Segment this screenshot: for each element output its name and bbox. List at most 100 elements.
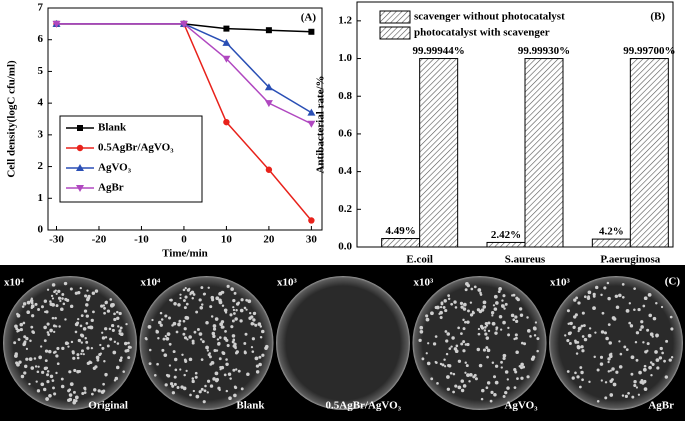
colony xyxy=(439,305,443,309)
point xyxy=(265,27,272,34)
colony xyxy=(447,294,451,297)
colony xyxy=(575,352,579,355)
y-tick-label: 2 xyxy=(38,160,44,172)
colony xyxy=(610,352,613,355)
colony xyxy=(258,362,262,367)
plate-name: AgBr xyxy=(648,400,674,412)
colony xyxy=(227,372,232,376)
colony xyxy=(520,341,524,345)
colony xyxy=(185,369,188,373)
colony xyxy=(198,298,202,302)
colony xyxy=(69,304,74,309)
colony xyxy=(507,333,511,337)
colony xyxy=(627,391,630,395)
colony xyxy=(446,387,451,391)
colony xyxy=(44,349,49,353)
colony xyxy=(604,396,608,400)
colony xyxy=(580,324,584,328)
colony xyxy=(520,376,524,380)
colony xyxy=(111,323,115,328)
colony xyxy=(144,337,148,340)
colony xyxy=(460,388,465,393)
y-tick-label: 5 xyxy=(38,65,44,77)
colony xyxy=(500,366,503,369)
colony xyxy=(48,349,52,354)
colony xyxy=(83,327,87,330)
colony xyxy=(183,373,186,377)
colony xyxy=(432,342,437,346)
colony xyxy=(587,290,592,295)
colony xyxy=(438,312,441,315)
colony xyxy=(217,386,221,390)
colony xyxy=(210,360,215,365)
colony xyxy=(177,303,181,307)
colony xyxy=(31,330,35,334)
plot-frame xyxy=(47,7,323,231)
colony xyxy=(77,317,80,321)
colony xyxy=(639,380,643,384)
colony xyxy=(218,298,222,303)
colony xyxy=(457,326,460,330)
colony xyxy=(573,298,577,302)
colony xyxy=(473,373,477,377)
colony xyxy=(452,390,455,394)
colony xyxy=(251,350,255,353)
colony xyxy=(237,369,241,373)
colony xyxy=(55,325,58,328)
plate xyxy=(549,276,683,410)
colony xyxy=(656,366,660,370)
colony xyxy=(234,386,238,390)
colony xyxy=(22,342,26,347)
colony xyxy=(231,334,236,338)
y-tick-label: 1.0 xyxy=(338,52,352,64)
colony xyxy=(618,340,621,343)
colony xyxy=(452,372,456,376)
colony xyxy=(96,358,100,362)
colony xyxy=(467,309,470,313)
colony xyxy=(624,394,628,398)
colony xyxy=(477,288,482,292)
legend-marker xyxy=(76,164,84,171)
colony xyxy=(37,365,40,368)
point xyxy=(179,20,188,28)
colony xyxy=(481,388,485,393)
colony xyxy=(495,326,499,330)
colony xyxy=(515,336,518,340)
colony xyxy=(661,351,664,355)
colony xyxy=(18,360,22,364)
colony xyxy=(219,322,223,326)
colony xyxy=(13,341,17,345)
colony xyxy=(506,386,510,390)
colony xyxy=(55,304,59,308)
bar xyxy=(629,58,669,248)
colony xyxy=(564,334,567,337)
colony xyxy=(594,331,597,334)
colony xyxy=(224,311,228,314)
colony xyxy=(185,302,189,306)
colony xyxy=(30,325,34,329)
colony xyxy=(239,319,243,323)
colony xyxy=(118,329,122,333)
colony xyxy=(250,346,254,349)
colony xyxy=(619,352,623,356)
colony xyxy=(490,390,494,394)
colony xyxy=(595,285,599,290)
colony xyxy=(221,325,225,329)
colony xyxy=(72,390,76,394)
colony xyxy=(172,350,176,354)
colony xyxy=(30,306,34,310)
y-axis-label: Antibacterial rate/% xyxy=(315,75,327,173)
colony xyxy=(609,354,613,359)
colony xyxy=(479,293,483,296)
colony xyxy=(500,328,503,331)
value-label: 2.42% xyxy=(491,229,521,241)
colony xyxy=(460,305,464,309)
colony xyxy=(191,341,195,345)
colony xyxy=(190,290,195,295)
colony xyxy=(57,296,62,300)
colony xyxy=(105,300,108,304)
colony xyxy=(599,362,604,366)
colony xyxy=(500,304,504,307)
colony xyxy=(43,339,47,343)
colony xyxy=(642,304,646,308)
